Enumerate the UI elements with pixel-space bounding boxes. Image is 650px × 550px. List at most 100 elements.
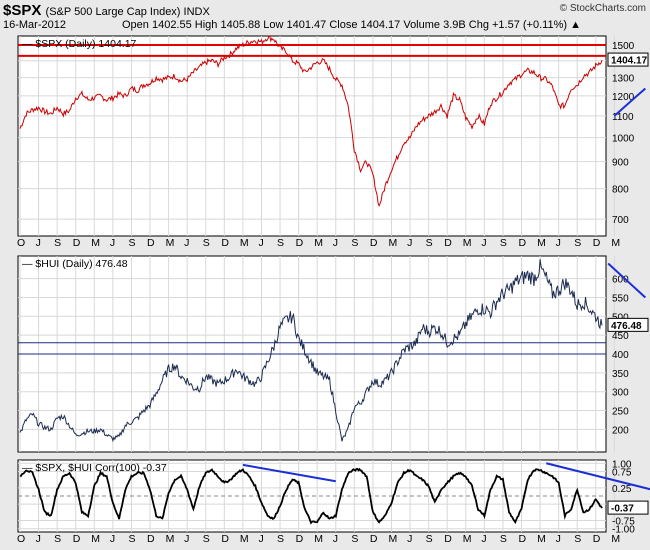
y-tick-label: 500 bbox=[612, 312, 629, 323]
last-value-label: -0.37 bbox=[611, 504, 634, 515]
y-tick-label: 1200 bbox=[612, 92, 635, 103]
y-tick-label: 1100 bbox=[612, 112, 634, 123]
y-tick-label: 550 bbox=[612, 293, 629, 304]
y-tick-label: 300 bbox=[612, 388, 629, 399]
x-tick-label: S bbox=[500, 237, 507, 249]
x-tick-label: S bbox=[54, 237, 61, 249]
x-tick-label: S bbox=[277, 533, 284, 545]
x-tick-label: J bbox=[184, 533, 189, 545]
x-tick-label: O bbox=[17, 533, 25, 545]
x-tick-label: J bbox=[184, 237, 189, 249]
y-tick-label: 450 bbox=[612, 331, 629, 342]
x-tick-label: S bbox=[500, 533, 507, 545]
x-tick-label: J bbox=[110, 533, 115, 545]
x-tick-label: J bbox=[556, 533, 561, 545]
panel-legend: — $SPX (Daily) 1404.17 bbox=[22, 38, 137, 50]
last-value-box bbox=[607, 52, 649, 67]
x-tick-label: S bbox=[203, 237, 210, 249]
last-value-box bbox=[607, 500, 649, 515]
x-tick-label: M bbox=[91, 533, 100, 545]
x-tick-label: J bbox=[110, 237, 115, 249]
x-tick-label: O bbox=[17, 237, 25, 249]
x-tick-label: S bbox=[128, 533, 135, 545]
x-tick-label: D bbox=[147, 533, 155, 545]
x-tick-label: M bbox=[240, 533, 249, 545]
x-tick-label: S bbox=[54, 533, 61, 545]
y-tick-label: 0.25 bbox=[612, 484, 632, 495]
y-tick-label: 1.00 bbox=[612, 459, 632, 470]
panel-2: 600 550 500 450 400 350 300 250 200 — $HUI (Daily… bbox=[17, 255, 649, 453]
x-tick-label: S bbox=[128, 237, 135, 249]
x-tick-label: S bbox=[426, 533, 433, 545]
last-value-label: 476.48 bbox=[611, 321, 642, 332]
x-tick-label: S bbox=[426, 237, 433, 249]
x-tick-label: D bbox=[296, 533, 304, 545]
y-tick-label: 700 bbox=[612, 215, 629, 226]
y-tick-label: 250 bbox=[612, 407, 629, 418]
x-tick-label: J bbox=[36, 533, 41, 545]
panel-frame bbox=[17, 35, 607, 237]
x-tick-label: M bbox=[611, 237, 620, 249]
x-tick-label: S bbox=[351, 533, 358, 545]
x-tick-label: J bbox=[481, 237, 486, 249]
x-tick-label: D bbox=[593, 533, 601, 545]
x-tick-label: J bbox=[407, 237, 412, 249]
x-tick-label: J bbox=[333, 237, 338, 249]
x-tick-label: J bbox=[36, 237, 41, 249]
x-tick-label: D bbox=[221, 533, 229, 545]
series-line bbox=[19, 259, 603, 443]
series-line bbox=[19, 35, 603, 207]
y-tick-label: 1300 bbox=[612, 74, 635, 85]
x-tick-label: M bbox=[611, 533, 620, 545]
x-tick-label: D bbox=[221, 237, 229, 249]
x-tick-label: M bbox=[314, 237, 323, 249]
x-tick-label: S bbox=[351, 237, 358, 249]
y-tick-label: 1000 bbox=[612, 134, 635, 145]
chart-title: $SPX (S&P 500 Large Cap Index) INDX bbox=[3, 2, 210, 19]
x-tick-label: S bbox=[277, 237, 284, 249]
x-tick-label: S bbox=[203, 533, 210, 545]
x-tick-label: S bbox=[574, 533, 581, 545]
trend-line bbox=[607, 262, 647, 299]
last-value-label: 1404.17 bbox=[611, 56, 648, 67]
x-tick-label: D bbox=[444, 237, 452, 249]
y-tick-label: 350 bbox=[612, 369, 629, 380]
x-tick-label: J bbox=[407, 533, 412, 545]
x-tick-label: J bbox=[481, 533, 486, 545]
x-tick-label: D bbox=[73, 533, 81, 545]
y-tick-label: 200 bbox=[612, 425, 629, 436]
trend-line bbox=[242, 463, 336, 483]
y-tick-label: 400 bbox=[612, 350, 629, 361]
x-tick-label: D bbox=[296, 237, 304, 249]
x-tick-label: M bbox=[463, 533, 472, 545]
x-tick-label: D bbox=[519, 237, 527, 249]
y-tick-label: 1500 bbox=[612, 41, 635, 52]
trend-line bbox=[613, 87, 647, 117]
x-tick-label: D bbox=[147, 237, 155, 249]
x-tick-label: D bbox=[519, 533, 527, 545]
series-line bbox=[19, 467, 603, 525]
trend-line bbox=[546, 462, 650, 491]
x-tick-label: M bbox=[463, 237, 472, 249]
y-tick-label: 600 bbox=[612, 275, 629, 286]
x-tick-label: M bbox=[166, 533, 175, 545]
ohlc-summary: Open 1402.55 High 1405.88 Low 1401.47 Cl… bbox=[122, 19, 581, 31]
x-tick-label: M bbox=[388, 533, 397, 545]
y-tick-label: -1.00 bbox=[612, 525, 635, 536]
x-tick-label: J bbox=[258, 237, 263, 249]
y-tick-label: 900 bbox=[612, 158, 629, 169]
panel-legend: — $HUI (Daily) 476.48 bbox=[22, 258, 128, 270]
x-tick-label: M bbox=[240, 237, 249, 249]
y-tick-label: 800 bbox=[612, 185, 629, 196]
x-tick-label: M bbox=[388, 237, 397, 249]
x-tick-label: M bbox=[537, 533, 546, 545]
x-tick-label: M bbox=[537, 237, 546, 249]
x-tick-label: J bbox=[556, 237, 561, 249]
panel-legend: — $SPX, $HUI Corr(100) -0.37 bbox=[22, 462, 167, 474]
x-tick-label: M bbox=[166, 237, 175, 249]
stockcharts-logo[interactable]: © StockCharts.com bbox=[559, 3, 646, 14]
last-value-box bbox=[607, 317, 649, 332]
x-tick-label: D bbox=[370, 237, 378, 249]
symbol-description: (S&P 500 Large Cap Index) INDX bbox=[45, 6, 210, 18]
